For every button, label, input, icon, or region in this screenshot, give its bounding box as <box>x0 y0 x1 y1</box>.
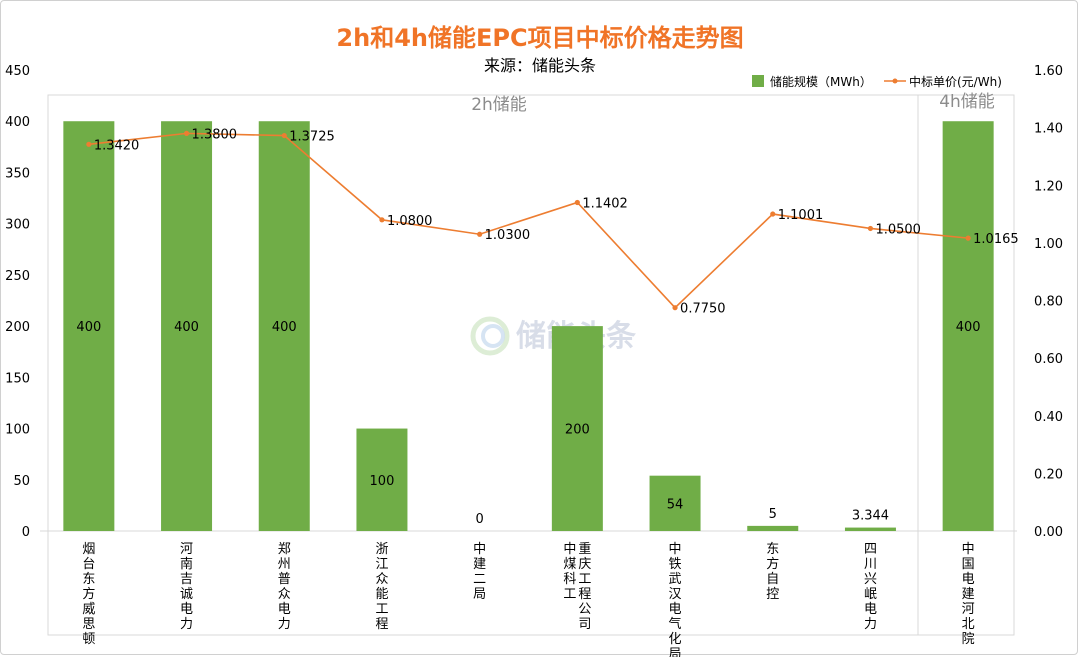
line-data-label: 1.0800 <box>387 214 433 229</box>
bar-data-label: 200 <box>565 423 590 438</box>
legend-line-label: 中标单价(元/Wh) <box>909 74 1002 89</box>
left-axis-tick-label: 100 <box>5 423 30 438</box>
line-point <box>672 305 678 311</box>
bar <box>551 326 603 531</box>
bar <box>942 121 994 531</box>
line-data-label: 1.0500 <box>875 222 921 237</box>
line-point <box>281 132 287 139</box>
line-point <box>867 225 874 232</box>
right-axis-tick-label: 0.00 <box>1034 525 1063 540</box>
left-axis-tick-label: 400 <box>5 115 30 130</box>
bar-data-label: 400 <box>76 320 101 335</box>
right-axis-tick-label: 1.20 <box>1034 179 1063 194</box>
bar <box>649 475 701 531</box>
category-label: 东方自控 <box>766 542 779 602</box>
bar-data-label: 3.344 <box>852 509 889 524</box>
bar <box>161 121 213 531</box>
bar-data-label: 400 <box>272 320 297 335</box>
watermark-logo-inner-icon <box>481 324 505 348</box>
bar <box>63 121 115 531</box>
left-axis-tick-label: 50 <box>13 474 30 489</box>
group-divider-box <box>47 94 1015 636</box>
line-data-labels: 1.3420 1.3800 1.3725 1.0800 1.0300 1.1402 0.77… <box>94 127 1019 316</box>
bar <box>844 527 896 531</box>
left-axis: 0 50 100 150 200 250 300 350 400 450 <box>5 64 30 540</box>
line-point <box>965 235 971 241</box>
chart-title: 2h和4h储能EPC项目中标价格走势图 <box>336 24 743 52</box>
bar-data-label: 0 <box>476 512 484 527</box>
left-axis-tick-label: 250 <box>5 269 30 284</box>
group-label-4h: 4h储能 <box>939 92 995 112</box>
line-data-label: 1.3420 <box>94 138 140 153</box>
right-axis-tick-label: 1.40 <box>1034 122 1063 137</box>
group-label-2h: 2h储能 <box>471 95 527 115</box>
watermark-logo-icon <box>470 316 510 356</box>
bar-data-label: 400 <box>956 320 981 335</box>
category-label: 河南吉诚电力 <box>180 542 193 632</box>
bar-data-label: 400 <box>174 320 199 335</box>
bar-series <box>63 121 994 531</box>
right-axis-tick-label: 0.40 <box>1034 410 1063 425</box>
category-label: 中国电建河北院 <box>962 542 975 647</box>
legend: 储能规模（MWh） 中标单价(元/Wh) <box>752 74 1002 89</box>
category-label: 郑州普众电力 <box>278 542 291 632</box>
category-label: 四川兴岷电力 <box>864 542 877 632</box>
line-point <box>86 141 92 147</box>
line-series <box>86 130 971 311</box>
line-data-label: 1.0165 <box>973 232 1019 247</box>
bar <box>747 525 799 531</box>
line-path <box>88 132 969 309</box>
bar <box>356 428 408 531</box>
line-data-label: 1.0300 <box>485 228 531 243</box>
bar <box>258 121 310 531</box>
right-axis-tick-label: 1.60 <box>1034 64 1063 79</box>
bar-data-label: 5 <box>769 507 777 522</box>
bar-data-label: 54 <box>667 497 684 512</box>
line-point <box>574 199 580 206</box>
line-point <box>183 130 190 136</box>
legend-bar-label: 储能规模（MWh） <box>770 74 872 89</box>
category-labels: 烟台东方威思顿 河南吉诚电力 郑州普众电力 浙江众能工程 中建二局 重庆工程公司中煤科工 中… <box>82 541 974 657</box>
line-point <box>770 211 776 217</box>
right-axis-tick-label: 1.00 <box>1034 237 1063 252</box>
left-axis-tick-label: 300 <box>5 218 30 233</box>
line-data-label: 0.7750 <box>680 302 726 317</box>
category-label: 烟台东方威思顿 <box>82 542 95 647</box>
left-axis-tick-label: 350 <box>5 166 30 181</box>
chart-subtitle: 来源：储能头条 <box>484 56 596 75</box>
right-axis-tick-label: 0.80 <box>1034 295 1063 310</box>
left-axis-tick-label: 200 <box>5 320 30 335</box>
category-label: 重庆工程公司中煤科工 <box>563 541 591 632</box>
line-data-label: 1.1001 <box>778 208 824 223</box>
left-axis-tick-label: 450 <box>5 64 30 79</box>
legend-bar-swatch <box>752 75 764 87</box>
left-axis-tick-label: 150 <box>5 371 30 386</box>
right-axis-tick-label: 0.20 <box>1034 467 1063 482</box>
category-label: 中建二局 <box>473 542 486 602</box>
line-point <box>379 217 385 223</box>
line-data-label: 1.3800 <box>192 127 238 142</box>
bar-data-labels: 400 400 400 100 0 200 54 5 3.344 400 <box>76 320 980 527</box>
line-point <box>477 231 483 237</box>
left-axis-tick-label: 0 <box>22 525 30 540</box>
line-data-label: 1.1402 <box>582 196 628 211</box>
right-axis: 0.00 0.20 0.40 0.60 0.80 1.00 1.20 1.40 1.60 <box>1034 64 1063 540</box>
line-data-label: 1.3725 <box>289 130 335 145</box>
legend-line-marker <box>892 78 898 84</box>
category-label: 浙江众能工程 <box>375 542 388 632</box>
right-axis-tick-label: 0.60 <box>1034 352 1063 367</box>
bar-data-label: 100 <box>370 474 395 489</box>
category-label: 中铁武汉电气化局 <box>669 542 682 657</box>
